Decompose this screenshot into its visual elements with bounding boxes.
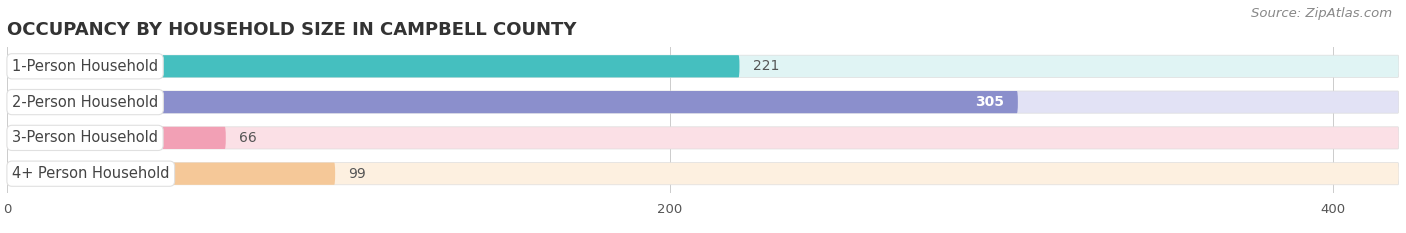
Text: 305: 305 bbox=[976, 95, 1005, 109]
Text: 99: 99 bbox=[349, 167, 366, 181]
Text: 4+ Person Household: 4+ Person Household bbox=[13, 166, 170, 181]
FancyBboxPatch shape bbox=[7, 163, 1399, 185]
Text: 221: 221 bbox=[752, 59, 779, 73]
FancyBboxPatch shape bbox=[7, 91, 1399, 113]
FancyBboxPatch shape bbox=[7, 91, 1018, 113]
FancyBboxPatch shape bbox=[7, 55, 1399, 77]
FancyBboxPatch shape bbox=[7, 127, 1399, 149]
Text: Source: ZipAtlas.com: Source: ZipAtlas.com bbox=[1251, 7, 1392, 20]
Text: OCCUPANCY BY HOUSEHOLD SIZE IN CAMPBELL COUNTY: OCCUPANCY BY HOUSEHOLD SIZE IN CAMPBELL … bbox=[7, 21, 576, 39]
Text: 66: 66 bbox=[239, 131, 257, 145]
FancyBboxPatch shape bbox=[7, 163, 335, 185]
FancyBboxPatch shape bbox=[7, 55, 740, 77]
Text: 1-Person Household: 1-Person Household bbox=[13, 59, 157, 74]
Text: 3-Person Household: 3-Person Household bbox=[13, 130, 157, 145]
Text: 2-Person Household: 2-Person Household bbox=[13, 95, 159, 110]
FancyBboxPatch shape bbox=[7, 127, 226, 149]
